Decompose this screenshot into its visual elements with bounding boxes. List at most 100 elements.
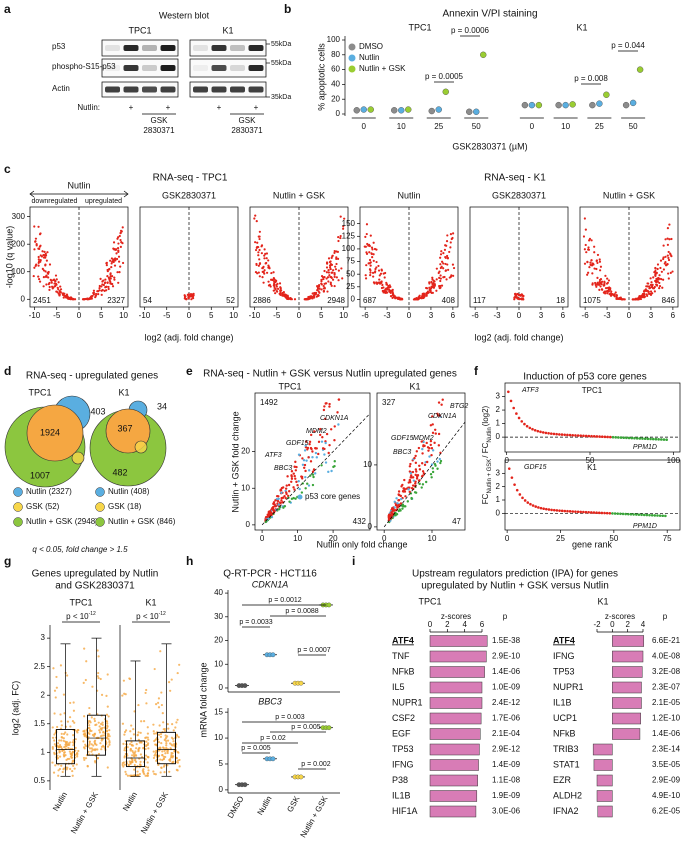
point-cloud — [421, 470, 425, 473]
axis-label: z-scores — [605, 612, 635, 621]
point-cloud — [37, 258, 40, 261]
point-cloud — [65, 293, 69, 296]
point-cloud — [146, 766, 150, 769]
y-tick-label: 1 — [41, 747, 46, 756]
point-cloud — [310, 295, 313, 299]
point-cloud — [446, 263, 449, 266]
point-cloud — [165, 746, 168, 749]
point-cloud — [75, 763, 78, 766]
box — [56, 729, 75, 765]
gene-label: GDF15 — [286, 440, 309, 447]
point-cloud — [100, 748, 103, 751]
point-cloud — [187, 295, 190, 299]
point-cloud — [311, 483, 315, 487]
point-cloud — [159, 735, 163, 738]
point-cloud — [452, 266, 456, 270]
point-cloud — [253, 217, 256, 220]
point-cloud — [57, 742, 60, 745]
point-cloud — [134, 760, 138, 763]
point-cloud — [658, 277, 661, 280]
point-cloud — [396, 502, 399, 505]
point-cloud — [364, 235, 367, 238]
point-cloud — [418, 468, 422, 471]
point-cloud — [137, 748, 140, 751]
point-cloud — [171, 761, 174, 764]
point-cloud — [98, 725, 101, 728]
point-cloud — [627, 512, 630, 516]
column-header: p — [503, 612, 508, 621]
x-axis-label: Nutlin only fold change — [316, 539, 407, 549]
point-cloud — [105, 263, 108, 267]
point-cloud — [146, 732, 150, 735]
point-cloud — [425, 292, 428, 295]
point-cloud — [71, 720, 75, 723]
point-cloud — [424, 480, 428, 484]
regulator-name: NFkB — [553, 728, 576, 738]
point-cloud — [589, 261, 592, 264]
point-cloud — [100, 285, 103, 288]
regulator-name: NUPR1 — [553, 682, 584, 692]
point-cloud — [336, 257, 340, 260]
point-cloud — [280, 289, 283, 292]
p-value: 2.4E-12 — [492, 698, 521, 707]
point-cloud — [526, 501, 530, 504]
point-cloud — [384, 271, 387, 275]
point-cloud — [183, 295, 187, 298]
point-cloud — [378, 274, 381, 277]
point-cloud — [450, 237, 453, 241]
plot-frame — [376, 392, 466, 531]
x-tick-label: 6 — [671, 311, 676, 320]
point-cloud — [432, 279, 435, 282]
y-tick-label: 15 — [214, 707, 223, 716]
treatment-plus: + — [254, 103, 259, 112]
point-cloud — [119, 231, 122, 235]
legend-label: GSK (52) — [26, 502, 60, 511]
point-cloud — [622, 298, 625, 301]
gene-label: MDM2 — [413, 435, 434, 442]
y-axis-label: % apoptotic cells — [316, 43, 326, 111]
point-cloud — [84, 678, 87, 682]
point-cloud — [73, 767, 76, 770]
point-cloud — [261, 266, 265, 269]
dot — [326, 602, 332, 608]
point-cloud — [430, 447, 434, 450]
point-cloud — [440, 403, 443, 406]
point-cloud — [116, 271, 119, 274]
count-label: 1075 — [583, 296, 601, 305]
point-cloud — [330, 284, 333, 287]
point-cloud — [274, 280, 277, 284]
point-cloud — [176, 718, 179, 721]
point-cloud — [315, 456, 319, 459]
point-cloud — [37, 261, 40, 264]
point-cloud — [286, 296, 289, 299]
point-cloud — [664, 238, 667, 241]
point-cloud — [106, 766, 109, 769]
point-cloud — [395, 497, 398, 500]
p-value: 2.9E-09 — [652, 776, 681, 785]
point-cloud — [142, 747, 145, 750]
point-cloud — [627, 436, 631, 440]
point-cloud — [304, 475, 307, 479]
point-cloud — [69, 725, 72, 728]
point-cloud — [167, 727, 170, 730]
point-cloud — [121, 722, 125, 725]
point-cloud — [137, 731, 140, 734]
point-cloud — [45, 283, 48, 286]
point-cloud — [571, 510, 575, 513]
point-cloud — [323, 282, 326, 285]
point-cloud — [605, 511, 609, 515]
dot — [603, 91, 610, 98]
point-cloud — [409, 480, 412, 484]
point-cloud — [254, 214, 257, 217]
point-cloud — [616, 512, 620, 515]
point-cloud — [88, 297, 91, 301]
point-cloud — [598, 435, 601, 438]
x-tick-label: -10 — [249, 311, 261, 320]
point-cloud — [284, 487, 288, 490]
blot-row-label: phospho-S15-p53 — [52, 62, 116, 71]
point-cloud — [588, 239, 591, 242]
point-cloud — [101, 280, 104, 283]
point-cloud — [83, 298, 86, 301]
point-cloud — [630, 436, 634, 440]
